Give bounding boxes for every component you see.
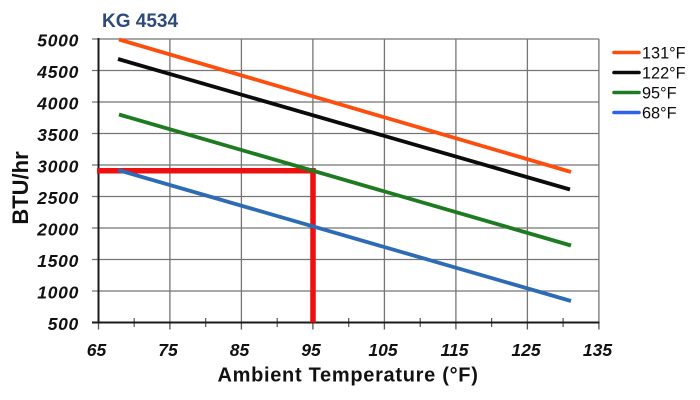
svg-text:KG 4534: KG 4534 [102,11,178,32]
svg-text:115: 115 [441,340,469,360]
svg-text:1500: 1500 [37,251,79,271]
svg-text:85: 85 [230,340,250,360]
svg-text:122°F: 122°F [642,65,686,83]
svg-text:135: 135 [583,340,612,360]
svg-text:BTU/hr: BTU/hr [8,151,33,225]
svg-text:68°F: 68°F [642,105,677,123]
svg-text:500: 500 [48,314,79,334]
svg-text:5000: 5000 [37,31,79,51]
svg-text:75: 75 [158,340,178,360]
svg-text:2000: 2000 [36,220,79,240]
svg-text:1000: 1000 [37,283,79,303]
svg-text:Ambient Temperature (°F): Ambient Temperature (°F) [217,365,478,387]
svg-text:2500: 2500 [36,188,79,208]
svg-text:4000: 4000 [36,94,79,114]
svg-text:125: 125 [511,340,540,360]
svg-text:105: 105 [368,340,397,360]
svg-text:3000: 3000 [37,157,79,177]
svg-text:4500: 4500 [36,62,79,82]
svg-text:95: 95 [301,340,321,360]
svg-text:131°F: 131°F [642,45,686,63]
svg-text:65: 65 [87,340,107,360]
svg-text:3500: 3500 [37,125,79,145]
svg-text:95°F: 95°F [642,85,677,103]
